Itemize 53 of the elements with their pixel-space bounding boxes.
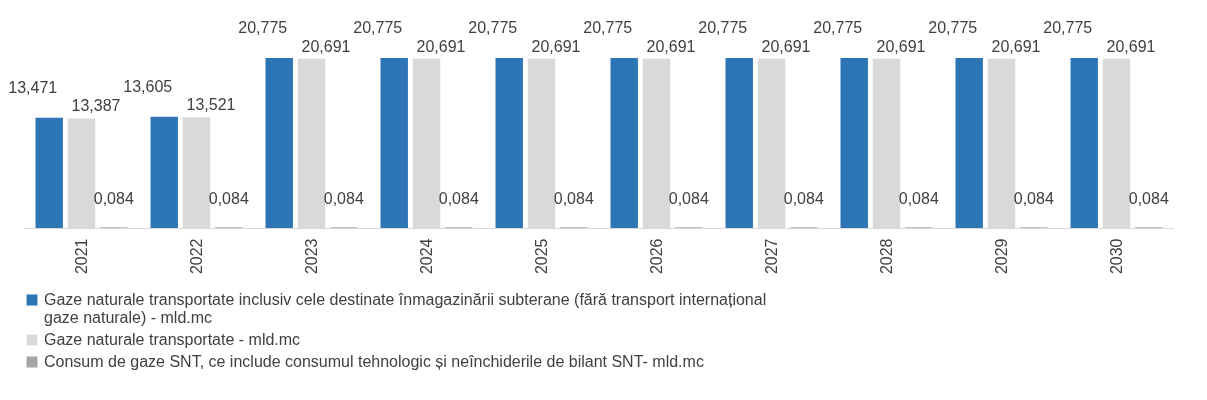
data-label: 0,084 [93, 190, 134, 208]
data-label: 0,084 [1013, 190, 1054, 208]
data-label: 20,775 [698, 19, 748, 36]
data-label: 0,084 [438, 190, 479, 208]
x-tick-label: 2030 [1107, 238, 1125, 275]
data-label: 20,775 [813, 19, 863, 36]
bar [150, 116, 178, 228]
data-label: 13,605 [123, 77, 173, 95]
data-label: 20,775 [353, 19, 403, 36]
data-label: 0,084 [1128, 190, 1169, 208]
bar [495, 58, 523, 228]
x-tick-label: 2026 [647, 238, 665, 275]
data-label: 20,775 [928, 19, 978, 36]
data-label: 20,775 [468, 19, 518, 36]
x-tick-label: 2021 [72, 238, 90, 275]
legend-label: Gaze naturale transportate inclusiv cele destinate înmagazinării subterane (fără transport internațional gaze naturale) - mld.mc [44, 291, 767, 326]
data-label: 20,691 [531, 37, 581, 55]
x-tick-label: 2024 [417, 238, 435, 275]
legend-label: Consum de gaze SNT, ce include consumul tehnologic și neînchiderile de bilant SNT- mld.mc [44, 353, 704, 370]
bar [380, 58, 408, 228]
bar [955, 58, 983, 228]
x-tick-label: 2028 [877, 238, 895, 275]
x-tick-label: 2022 [187, 238, 205, 275]
data-label: 20,691 [646, 37, 696, 55]
data-label: 20,691 [1106, 37, 1156, 55]
data-label: 13,471 [8, 78, 58, 96]
data-label: 20,691 [991, 37, 1041, 55]
bar [35, 117, 63, 228]
x-tick-label: 2027 [762, 238, 780, 275]
data-label: 0,084 [208, 190, 249, 208]
data-label: 0,084 [553, 190, 594, 208]
data-label: 20,691 [876, 37, 926, 55]
data-label: 0,084 [668, 190, 709, 208]
x-tick-label: 2029 [992, 238, 1010, 275]
x-tick-label: 2023 [302, 238, 320, 275]
data-label: 0,084 [783, 190, 824, 208]
data-label: 13,387 [71, 97, 121, 115]
data-label: 20,775 [1043, 19, 1093, 36]
data-label: 20,691 [416, 37, 466, 55]
bar [840, 58, 868, 228]
data-label: 13,521 [186, 96, 236, 114]
bar [725, 58, 753, 228]
bar [610, 58, 638, 228]
data-label: 20,775 [583, 19, 633, 36]
x-tick-label: 2025 [532, 238, 550, 275]
data-label: 20,691 [761, 37, 811, 55]
bar [265, 58, 293, 228]
data-label: 0,084 [323, 190, 364, 208]
data-label: 0,084 [898, 190, 939, 208]
bar [1070, 58, 1098, 228]
data-label: 20,691 [301, 37, 351, 55]
legend-label: Gaze naturale transportate - mld.mc [44, 331, 301, 348]
data-label: 20,775 [238, 19, 288, 36]
